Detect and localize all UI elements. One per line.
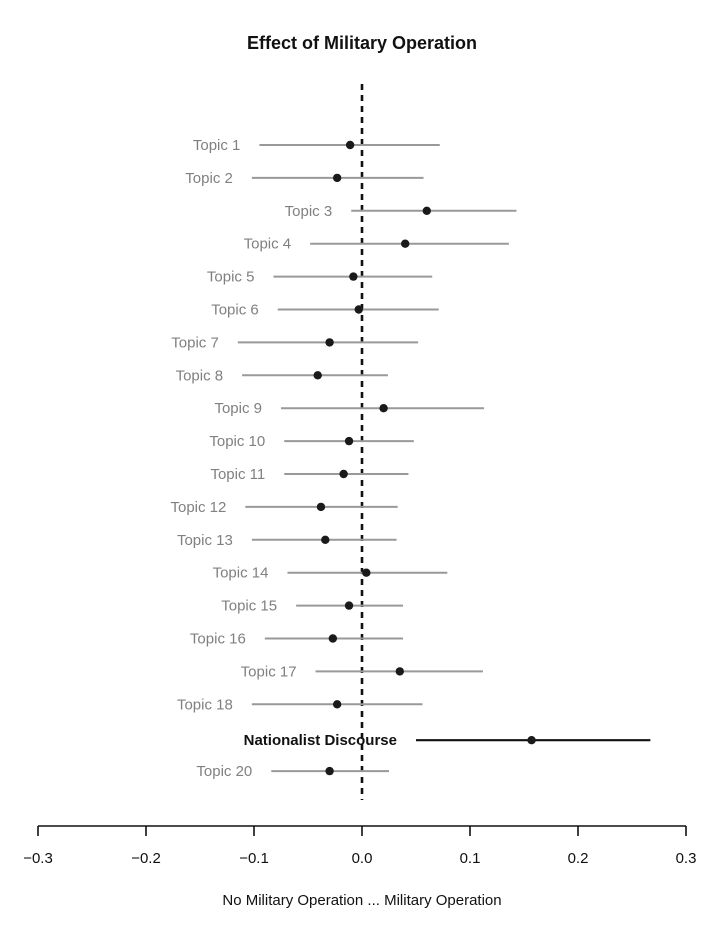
- x-tick-label: 0.3: [676, 850, 697, 867]
- point-estimate: [316, 502, 326, 512]
- point-estimate: [401, 239, 410, 248]
- point-estimate: [379, 404, 388, 413]
- row-label: Topic 12: [170, 499, 226, 516]
- x-tick-label: 0.2: [568, 850, 589, 867]
- row-label: Topic 17: [241, 663, 297, 680]
- point-estimate: [344, 436, 354, 446]
- point-estimate: [344, 601, 354, 610]
- row-label: Topic 9: [214, 400, 262, 417]
- point-estimate: [349, 272, 358, 281]
- x-tick-label: 0.0: [352, 850, 373, 867]
- row-label: Topic 11: [210, 466, 265, 483]
- row-label: Topic 20: [196, 763, 252, 780]
- point-estimate: [339, 469, 348, 479]
- plot-area: Topic 1 Topic 2 Topic 3 Topic 4 Topic 5 Topic…: [170, 84, 651, 800]
- point-estimate: [325, 766, 334, 776]
- point-estimate: [332, 700, 342, 709]
- row-label: Topic 18: [177, 696, 233, 713]
- row-label: Topic 16: [190, 631, 246, 648]
- row-label: Topic 14: [213, 565, 269, 582]
- row-label: Topic 5: [207, 269, 255, 286]
- point-estimate: [362, 568, 371, 577]
- row-label: Topic 2: [185, 170, 233, 187]
- row-label: Topic 3: [285, 203, 333, 220]
- point-estimate: [328, 634, 338, 643]
- x-tick-label: −0.3: [23, 850, 53, 867]
- row-label: Topic 10: [209, 433, 265, 450]
- x-tick-label: −0.1: [239, 850, 269, 867]
- row-label: Topic 15: [221, 598, 277, 615]
- row-label: Topic 6: [211, 302, 259, 319]
- row-label: Topic 13: [177, 532, 233, 549]
- point-estimate: [345, 140, 355, 150]
- point-estimate: [395, 667, 404, 676]
- row-label: Topic 7: [171, 334, 219, 351]
- x-tick-label: 0.1: [460, 850, 481, 867]
- point-estimate: [527, 736, 536, 745]
- row-label: Topic 1: [193, 137, 241, 154]
- x-axis: −0.3 −0.2 −0.1 0.0 0.1 0.2 0.3: [23, 825, 697, 867]
- point-estimate: [313, 371, 322, 380]
- x-tick-label: −0.2: [131, 850, 161, 867]
- point-estimate: [332, 173, 342, 183]
- chart-title: Effect of Military Operation: [247, 33, 477, 53]
- point-estimate: [325, 338, 334, 347]
- row-label: Nationalist Discourse: [244, 732, 397, 749]
- row-label: Topic 4: [244, 236, 292, 253]
- row-label: Topic 8: [176, 367, 224, 384]
- point-estimate: [422, 206, 431, 215]
- x-axis-label: No Military Operation ... Military Opera…: [222, 892, 501, 909]
- point-estimate: [354, 305, 363, 314]
- point-estimate: [321, 535, 330, 544]
